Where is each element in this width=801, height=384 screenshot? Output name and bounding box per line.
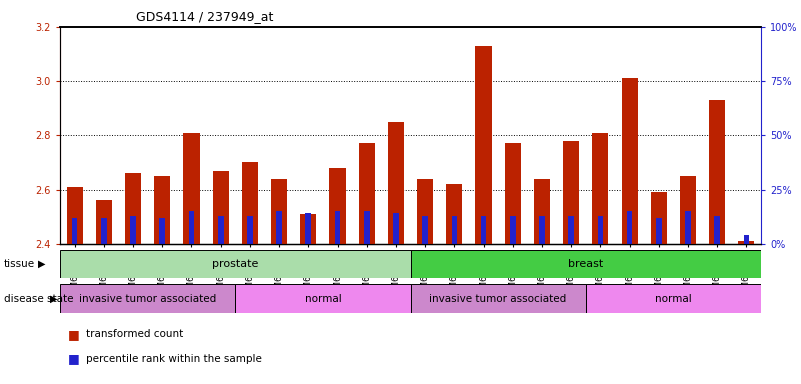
Text: disease state: disease state xyxy=(4,294,74,304)
Text: breast: breast xyxy=(568,259,603,269)
Bar xyxy=(481,216,486,244)
Bar xyxy=(510,216,516,244)
Bar xyxy=(212,170,229,244)
Bar xyxy=(300,214,316,244)
Text: invasive tumor associated: invasive tumor associated xyxy=(79,293,216,304)
Bar xyxy=(131,216,136,244)
Bar xyxy=(393,214,399,244)
Text: percentile rank within the sample: percentile rank within the sample xyxy=(86,354,262,364)
Bar xyxy=(476,46,492,244)
Bar xyxy=(422,216,428,244)
Bar xyxy=(125,173,141,244)
Bar xyxy=(271,179,287,244)
Bar xyxy=(276,211,282,244)
Bar xyxy=(446,184,462,244)
Bar xyxy=(739,241,755,244)
Bar xyxy=(650,192,666,244)
Bar xyxy=(626,211,632,244)
Bar xyxy=(656,218,662,244)
Text: ■: ■ xyxy=(68,353,80,366)
Bar xyxy=(242,162,258,244)
Bar xyxy=(359,144,375,244)
Bar xyxy=(247,216,252,244)
Bar xyxy=(305,214,311,244)
Bar xyxy=(189,211,195,244)
Bar xyxy=(569,216,574,244)
Bar xyxy=(329,168,345,244)
Bar xyxy=(743,235,749,244)
Text: ▶: ▶ xyxy=(50,294,57,304)
Bar xyxy=(155,176,171,244)
Bar xyxy=(452,216,457,244)
Bar xyxy=(410,250,761,278)
Bar xyxy=(335,211,340,244)
Bar xyxy=(183,132,199,244)
Bar xyxy=(235,284,410,313)
Text: GDS4114 / 237949_at: GDS4114 / 237949_at xyxy=(136,10,274,23)
Bar xyxy=(417,179,433,244)
Text: invasive tumor associated: invasive tumor associated xyxy=(429,293,567,304)
Bar xyxy=(96,200,112,244)
Bar xyxy=(60,284,235,313)
Bar xyxy=(60,250,410,278)
Text: ▶: ▶ xyxy=(38,259,46,269)
Bar xyxy=(598,216,603,244)
Bar xyxy=(680,176,696,244)
Bar xyxy=(622,78,638,244)
Bar xyxy=(72,218,78,244)
Bar xyxy=(505,144,521,244)
Text: tissue: tissue xyxy=(4,259,35,269)
Bar xyxy=(101,218,107,244)
Bar xyxy=(218,216,223,244)
Bar xyxy=(364,211,369,244)
Text: normal: normal xyxy=(655,293,692,304)
Text: ■: ■ xyxy=(68,328,80,341)
Text: transformed count: transformed count xyxy=(86,329,183,339)
Bar xyxy=(586,284,761,313)
Bar xyxy=(685,211,690,244)
Bar xyxy=(66,187,83,244)
Text: normal: normal xyxy=(304,293,341,304)
Bar xyxy=(563,141,579,244)
Bar xyxy=(539,216,545,244)
Text: prostate: prostate xyxy=(212,259,259,269)
Bar xyxy=(159,218,165,244)
Bar xyxy=(534,179,550,244)
Bar xyxy=(592,132,609,244)
Bar xyxy=(410,284,586,313)
Bar xyxy=(709,100,725,244)
Bar xyxy=(388,122,404,244)
Bar xyxy=(714,216,720,244)
